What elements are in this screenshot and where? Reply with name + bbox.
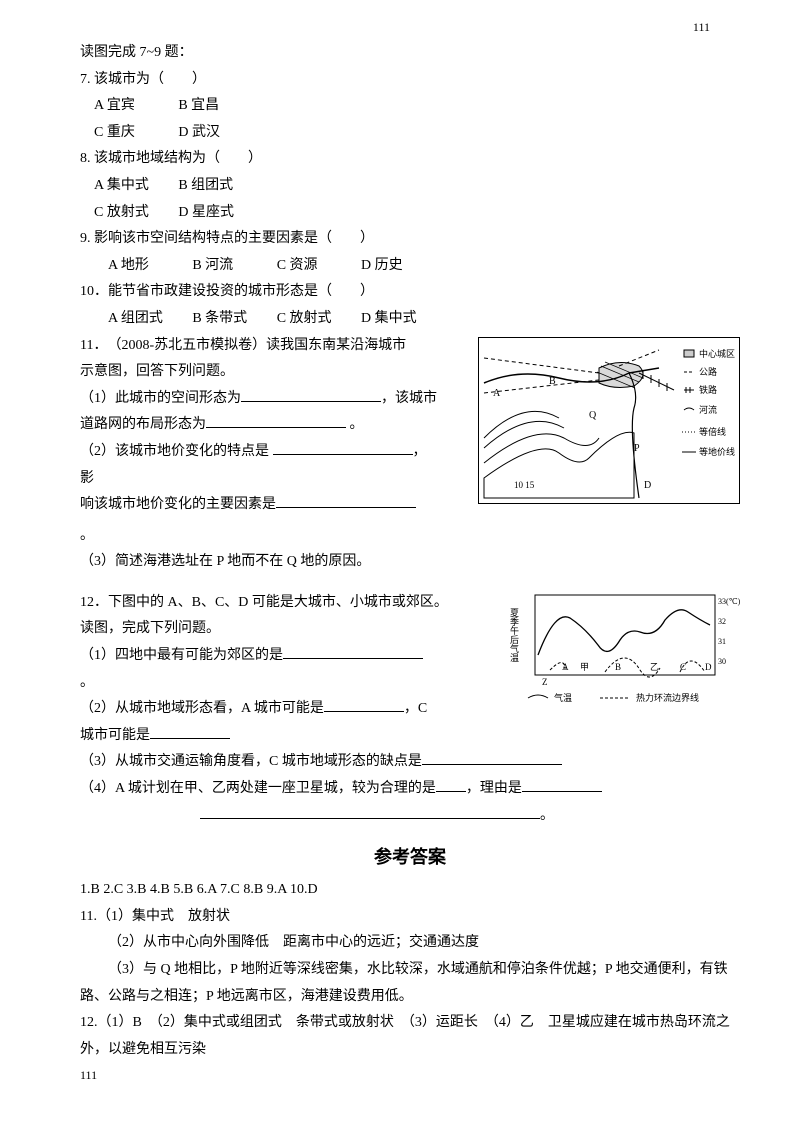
- q8-options-row2: C 放射式 D 星座式: [80, 200, 740, 227]
- q11-p2a: （2）该城市地价变化的特点是: [80, 444, 273, 459]
- period: 。: [80, 523, 740, 550]
- blank: [276, 493, 416, 508]
- q7-opt-b: B 宜昌: [178, 98, 219, 113]
- blank: [522, 777, 602, 792]
- q7-opt-d: D 武汉: [178, 125, 220, 140]
- q12-p4b: ，理由是: [466, 781, 522, 796]
- answers-title: 参考答案: [80, 843, 740, 869]
- q7-stem: 7. 该城市为（ ）: [80, 67, 740, 94]
- q12-p1-text: （1）四地中最有可能为郊区的是: [80, 648, 283, 663]
- q10-opt-c: C 放射式: [277, 311, 332, 326]
- q11-p1d: 。: [350, 417, 364, 432]
- q12-p4a: （4）A 城计划在甲、乙两处建一座卫星城，较为合理的是: [80, 781, 436, 796]
- blank: [200, 804, 540, 819]
- page-number-bottom: 111: [80, 1068, 97, 1083]
- page-number-top: 111: [693, 20, 710, 35]
- period2: 。: [80, 670, 740, 697]
- q8-opt-a: A 集中式: [94, 178, 149, 193]
- q11-block: A B Q P D 10 15 中心城区 公路 铁路 河流 等倍线: [80, 333, 740, 576]
- q11-p1-line2: 道路网的布局形态为 。: [80, 412, 440, 439]
- q12-p2b: ，C: [404, 701, 427, 716]
- q10-stem: 10．能节省市政建设投资的城市形态是（ ）: [80, 279, 740, 306]
- q11-stem2: 示意图，回答下列问题。: [80, 359, 440, 386]
- answers-line1: 1.B 2.C 3.B 4.B 5.B 6.A 7.C 8.B 9.A 10.D: [80, 877, 740, 904]
- q12-p3-text: （3）从城市交通运输角度看，C 城市地域形态的缺点是: [80, 754, 422, 769]
- q11-stem1: 11． （2008-苏北五市模拟卷）读我国东南某沿海城市: [80, 333, 440, 360]
- q7-options-row2: C 重庆 D 武汉: [80, 120, 740, 147]
- blank: [273, 440, 413, 455]
- q11-p2-line1: （2）该城市地价变化的特点是 ，影: [80, 439, 440, 492]
- answers-11-3: （3）与 Q 地相比，P 地附近等深线密集，水比较深，水域通航和停泊条件优越；P…: [80, 957, 740, 1010]
- q12-p2-line2: 城市可能是: [80, 723, 480, 750]
- q12-p4: （4）A 城计划在甲、乙两处建一座卫星城，较为合理的是 ，理由是: [80, 776, 740, 803]
- q11-p2c: 响该城市地价变化的主要因素是: [80, 497, 276, 512]
- q8-opt-b: B 组团式: [178, 178, 233, 193]
- blank: [283, 644, 423, 659]
- q8-opt-c: C 放射式: [94, 205, 149, 220]
- q11-p1b: ，该城市: [381, 391, 437, 406]
- q8-options-row1: A 集中式 B 组团式: [80, 173, 740, 200]
- q12-block: 33(℃)323130 夏季午后气温 A甲 B乙 CD Z 气温: [80, 590, 740, 829]
- blank: [206, 413, 346, 428]
- q11-p2-line2: 响该城市地价变化的主要因素是: [80, 492, 440, 519]
- q7-opt-a: A 宜宾: [94, 98, 135, 113]
- q10-opt-a: A 组团式: [108, 311, 163, 326]
- q7-options-row1: A 宜宾 B 宜昌: [80, 93, 740, 120]
- blank: [436, 777, 466, 792]
- blank: [241, 387, 381, 402]
- q9-options: A 地形 B 河流 C 资源 D 历史: [80, 253, 740, 280]
- q9-opt-d: D 历史: [361, 258, 403, 273]
- q7-opt-c: C 重庆: [94, 125, 135, 140]
- q12-p2-line1: （2）从城市地域形态看，A 城市可能是 ，C: [80, 696, 480, 723]
- q12-stem1: 12．下图中的 A、B、C、D 可能是大城市、小城市或郊区。: [80, 590, 480, 617]
- q11-p3: （3）简述海港选址在 P 地而不在 Q 地的原因。: [80, 549, 740, 576]
- q12-blankline: 。: [80, 803, 740, 830]
- blank: [422, 750, 562, 765]
- q11-p1a: （1）此城市的空间形态为: [80, 391, 241, 406]
- blank: [150, 724, 230, 739]
- q12-stem2: 读图，完成下列问题。: [80, 616, 480, 643]
- q12-p2a: （2）从城市地域形态看，A 城市可能是: [80, 701, 324, 716]
- answers-11-2: （2）从市中心向外围降低 距离市中心的远近；交通通达度: [80, 930, 740, 957]
- q11-p1c: 道路网的布局形态为: [80, 417, 206, 432]
- q9-opt-a: A 地形: [108, 258, 149, 273]
- q10-opt-b: B 条带式: [192, 311, 247, 326]
- q7-intro: 读图完成 7~9 题：: [80, 40, 740, 67]
- q12-p2c: 城市可能是: [80, 728, 150, 743]
- q10-options: A 组团式 B 条带式 C 放射式 D 集中式: [80, 306, 740, 333]
- document-page: 111 读图完成 7~9 题： 7. 该城市为（ ） A 宜宾 B 宜昌 C 重…: [0, 0, 800, 1103]
- q10-opt-d: D 集中式: [361, 311, 417, 326]
- q12-p1: （1）四地中最有可能为郊区的是: [80, 643, 480, 670]
- answers-12: 12.（1）B （2）集中式或组团式 条带式或放射状 （3）运距长 （4）乙 卫…: [80, 1010, 740, 1063]
- q9-opt-c: C 资源: [277, 258, 318, 273]
- q12-p3: （3）从城市交通运输角度看，C 城市地域形态的缺点是: [80, 749, 740, 776]
- q8-stem: 8. 该城市地域结构为（ ）: [80, 146, 740, 173]
- blank: [324, 697, 404, 712]
- answers-11-1: 11.（1）集中式 放射状: [80, 904, 740, 931]
- q9-stem: 9. 影响该市空间结构特点的主要因素是（ ）: [80, 226, 740, 253]
- q11-p1-line1: （1）此城市的空间形态为 ，该城市: [80, 386, 440, 413]
- q9-opt-b: B 河流: [192, 258, 233, 273]
- q8-opt-d: D 星座式: [178, 205, 234, 220]
